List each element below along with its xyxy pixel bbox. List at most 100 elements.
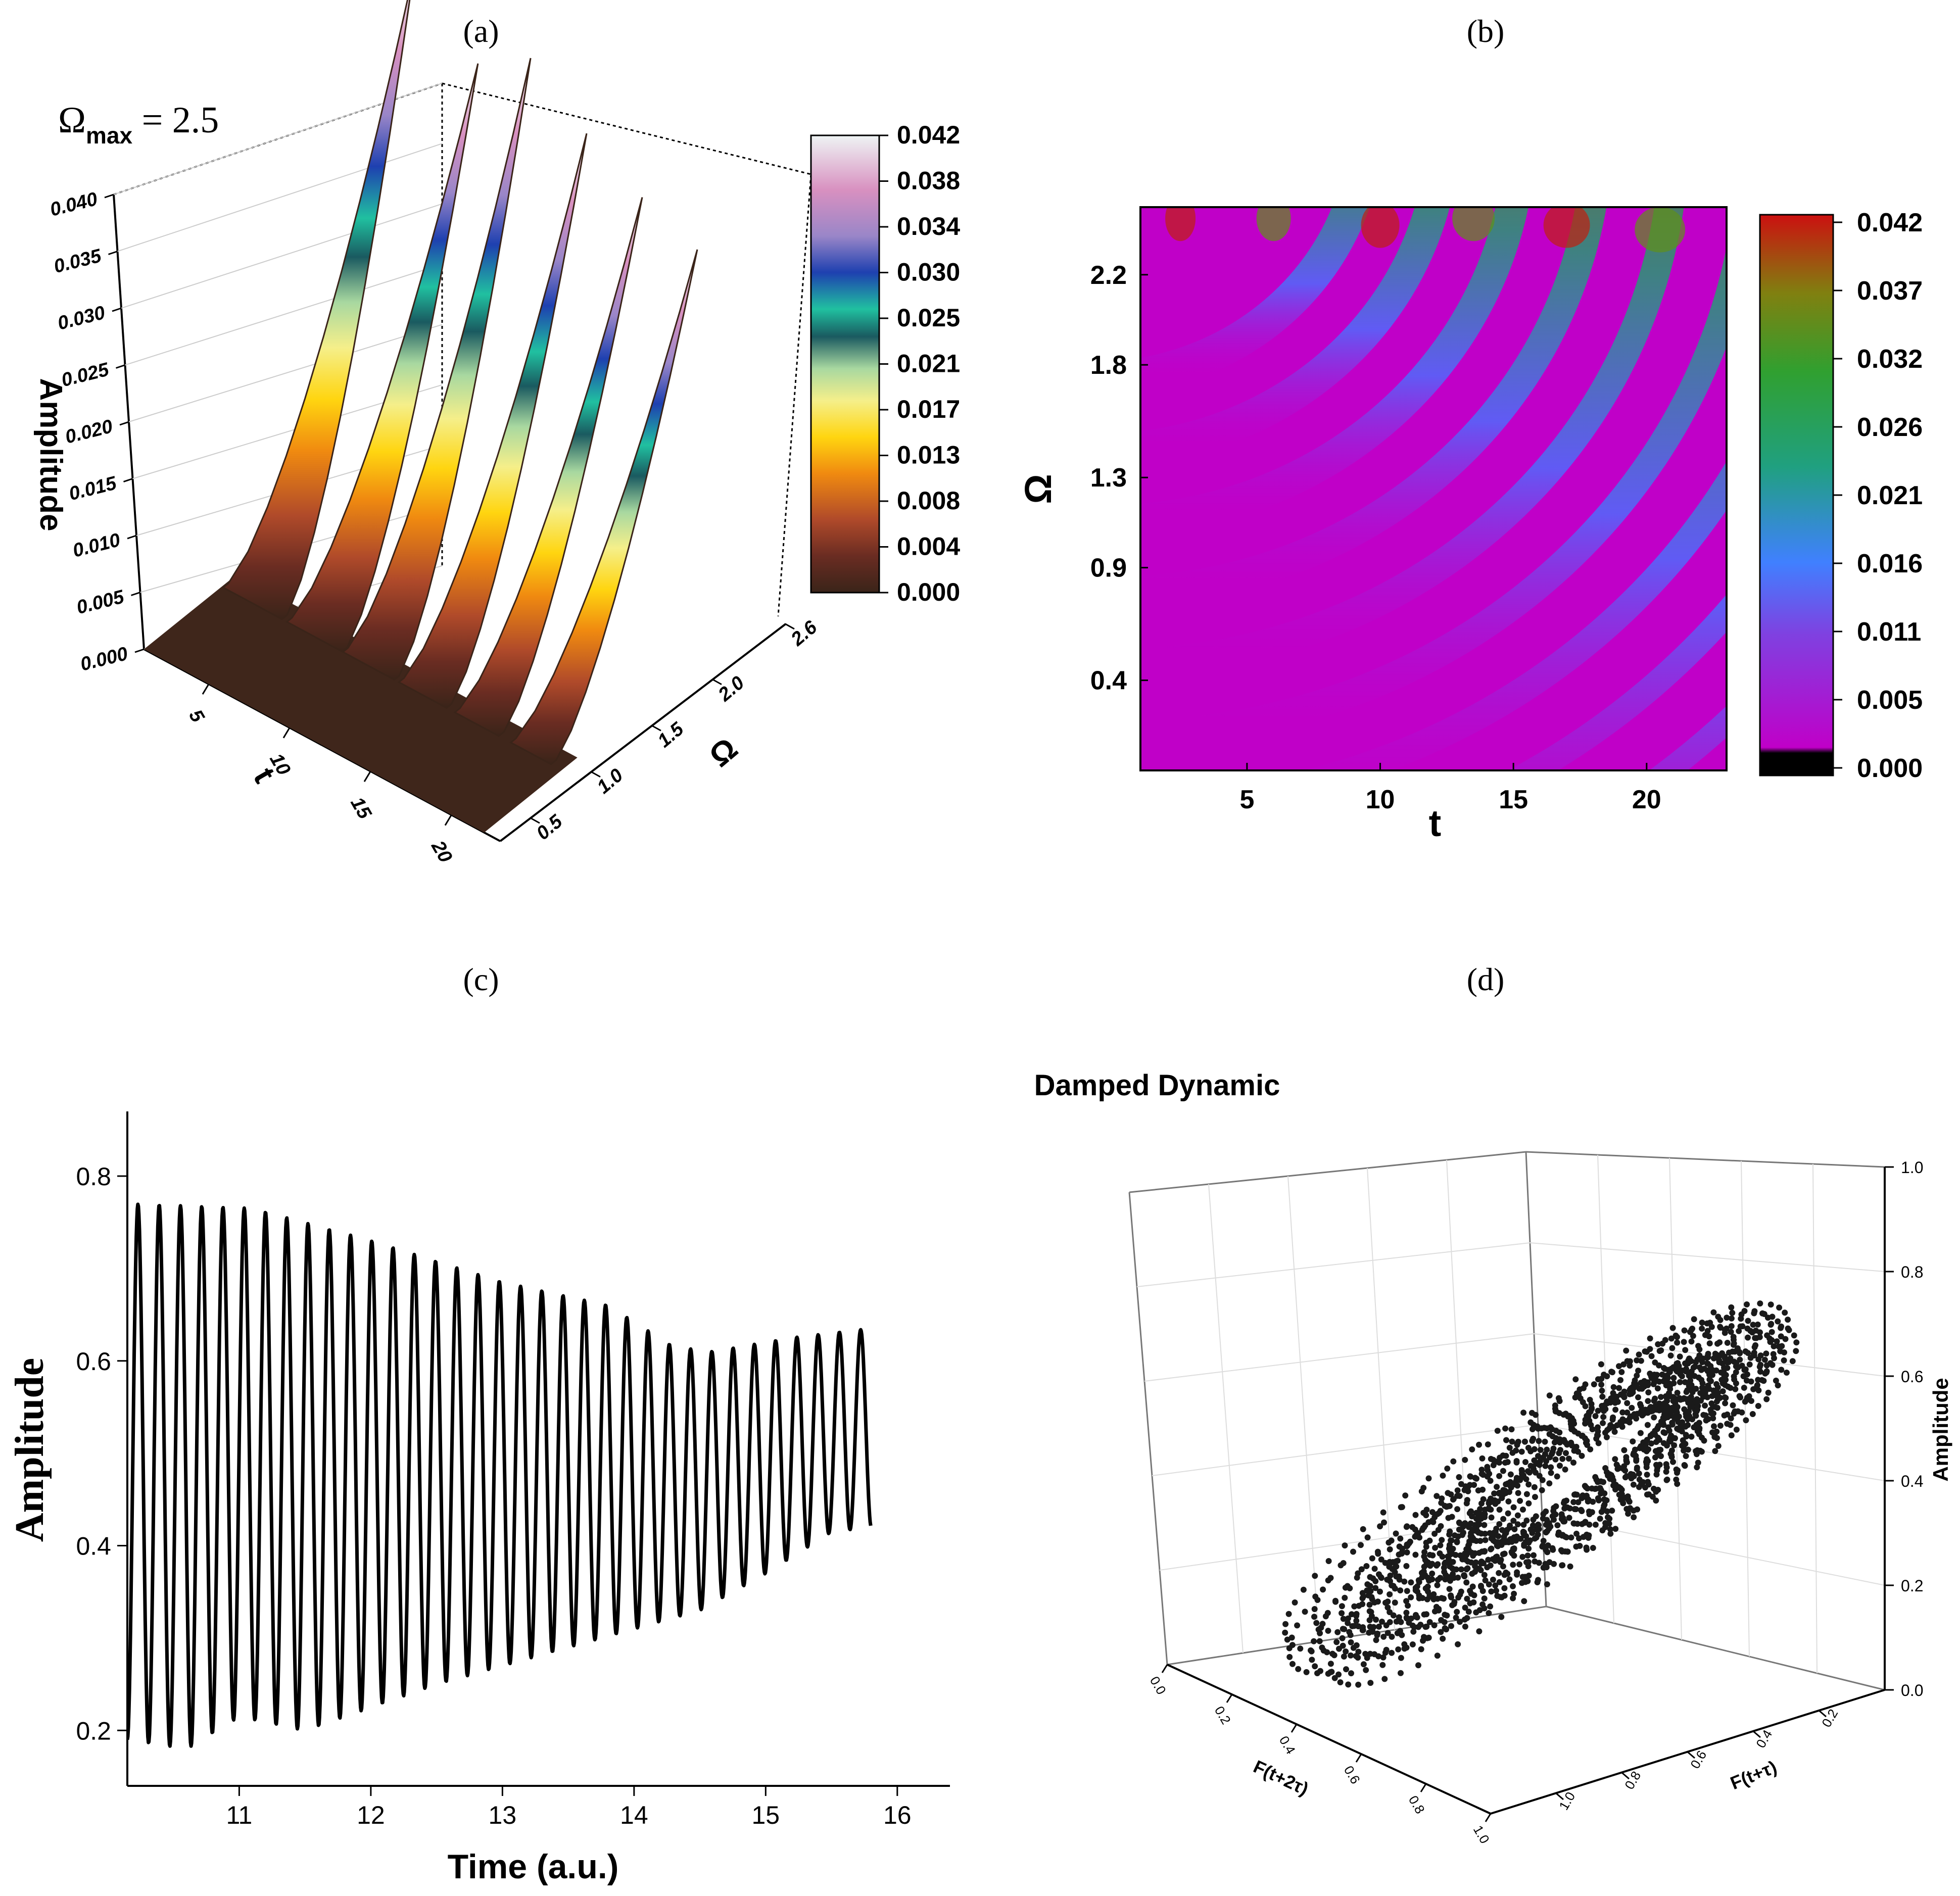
- d-scatter-point: [1546, 1480, 1553, 1487]
- d-scatter-point: [1718, 1369, 1725, 1376]
- d-scatter-point: [1648, 1353, 1655, 1359]
- d-scatter-point: [1612, 1406, 1619, 1413]
- d-scatter-point: [1415, 1662, 1421, 1669]
- d-scatter-point: [1438, 1499, 1445, 1506]
- d-scatter-point: [1745, 1318, 1751, 1324]
- d-scatter-point: [1586, 1521, 1593, 1528]
- d-scatter-point: [1501, 1550, 1508, 1557]
- d-scatter-point: [1611, 1424, 1617, 1430]
- d-scatter-point: [1328, 1669, 1335, 1675]
- d-scatter-point: [1479, 1588, 1486, 1594]
- d-scatter-point: [1622, 1467, 1629, 1474]
- d-scatter-point: [1674, 1334, 1680, 1340]
- d-scatter-point: [1775, 1382, 1781, 1389]
- d-scatter-point: [1454, 1487, 1461, 1494]
- d-scatter-point: [1706, 1372, 1712, 1378]
- c-y-tick-label: 0.4: [76, 1532, 111, 1561]
- d-scatter-point: [1708, 1324, 1715, 1330]
- d-scatter-point: [1423, 1543, 1429, 1550]
- d-scatter-point: [1745, 1350, 1751, 1356]
- d-scatter-point: [1646, 1491, 1652, 1497]
- d-scatter-point: [1501, 1592, 1508, 1599]
- d-scatter-point: [1561, 1505, 1568, 1512]
- d-scatter-point: [1521, 1541, 1527, 1547]
- d-scatter-point: [1410, 1628, 1417, 1635]
- a-colorbar: [810, 134, 880, 594]
- d-scatter-point: [1448, 1594, 1454, 1600]
- d-scatter-point: [1637, 1445, 1643, 1451]
- d-scatter-point: [1358, 1542, 1364, 1548]
- b-colorbar-tick-label: 0.016: [1857, 549, 1923, 578]
- d-scatter-point: [1312, 1663, 1318, 1670]
- d-y-tick-mark: [1556, 1792, 1564, 1801]
- d-scatter-point: [1530, 1435, 1537, 1442]
- d-scatter-point: [1744, 1371, 1750, 1378]
- d-scatter-point: [1600, 1414, 1607, 1420]
- b-heatmap-band: [1303, 461, 1727, 770]
- d-scatter-point: [1350, 1548, 1356, 1555]
- d-scatter-point: [1757, 1300, 1763, 1307]
- d-scatter-point: [1477, 1567, 1484, 1573]
- d-scatter-point: [1724, 1315, 1730, 1321]
- d-scatter-point: [1503, 1569, 1509, 1576]
- d-scatter-point: [1584, 1492, 1590, 1499]
- d-scatter-point: [1677, 1353, 1683, 1360]
- d-scatter-point: [1414, 1588, 1420, 1595]
- d-scatter-point: [1374, 1632, 1380, 1638]
- d-scatter-point: [1590, 1545, 1596, 1551]
- d-scatter-point: [1561, 1437, 1567, 1443]
- d-scatter-point: [1454, 1506, 1461, 1513]
- d-scatter-point: [1319, 1644, 1325, 1651]
- a-z-tick-mark: [112, 307, 122, 312]
- d-scatter-point: [1517, 1497, 1523, 1504]
- d-scatter-point: [1722, 1400, 1729, 1406]
- d-scatter-point: [1518, 1448, 1525, 1455]
- d-scatter-point: [1665, 1424, 1671, 1431]
- d-scatter-point: [1454, 1539, 1460, 1545]
- d-x-tick-mark: [1290, 1724, 1298, 1733]
- d-scatter-point: [1348, 1670, 1354, 1677]
- d-scatter-point: [1757, 1369, 1763, 1375]
- b-heatmap-band: [1140, 207, 1528, 536]
- a-omega-tick-mark: [651, 724, 661, 732]
- d-scatter-point: [1669, 1345, 1676, 1351]
- d-scatter-point: [1582, 1420, 1589, 1427]
- d-scatter-point: [1573, 1543, 1580, 1550]
- d-scatter-point: [1619, 1409, 1626, 1416]
- d-scatter-point: [1537, 1447, 1544, 1453]
- d-scatter-point: [1623, 1347, 1630, 1354]
- d-scatter-point: [1782, 1336, 1789, 1342]
- d-scatter-point: [1478, 1467, 1485, 1473]
- d-x-tick-mark: [1226, 1694, 1233, 1703]
- d-scatter-point: [1610, 1477, 1616, 1484]
- d-scatter-point: [1575, 1499, 1582, 1505]
- b-y-axis-label: Ω: [1017, 474, 1059, 504]
- d-scatter-point: [1724, 1421, 1731, 1427]
- b-colorbar-tick-label: 0.032: [1857, 345, 1923, 374]
- d-scatter-point: [1645, 1481, 1652, 1488]
- d-scatter-point: [1541, 1425, 1548, 1431]
- d-scatter-point: [1434, 1652, 1441, 1659]
- d-scatter-point: [1496, 1460, 1503, 1466]
- d-scatter-point: [1463, 1579, 1470, 1586]
- d-scatter-point: [1408, 1594, 1414, 1600]
- d-scatter-point: [1421, 1553, 1427, 1560]
- panel-label-c: (c): [463, 961, 499, 997]
- d-scatter-point: [1655, 1487, 1661, 1493]
- d-scatter-point: [1550, 1445, 1557, 1452]
- a-t-tick-mark: [444, 814, 452, 826]
- d-scatter-point: [1522, 1438, 1528, 1445]
- d-scatter-point: [1433, 1493, 1440, 1499]
- d-scatter-point: [1525, 1572, 1532, 1579]
- d-scatter-point: [1755, 1387, 1762, 1394]
- d-scatter-point: [1303, 1669, 1310, 1675]
- d-scatter-point: [1639, 1412, 1646, 1419]
- d-scatter-point: [1517, 1535, 1524, 1542]
- d-scatter-point: [1509, 1438, 1515, 1445]
- d-scatter-point: [1540, 1542, 1546, 1549]
- d-scatter-point: [1599, 1387, 1605, 1394]
- d-scatter-point: [1601, 1490, 1608, 1496]
- d-scatter-point: [1696, 1425, 1703, 1432]
- d-scatter-point: [1566, 1505, 1573, 1512]
- d-scatter-point: [1496, 1506, 1503, 1513]
